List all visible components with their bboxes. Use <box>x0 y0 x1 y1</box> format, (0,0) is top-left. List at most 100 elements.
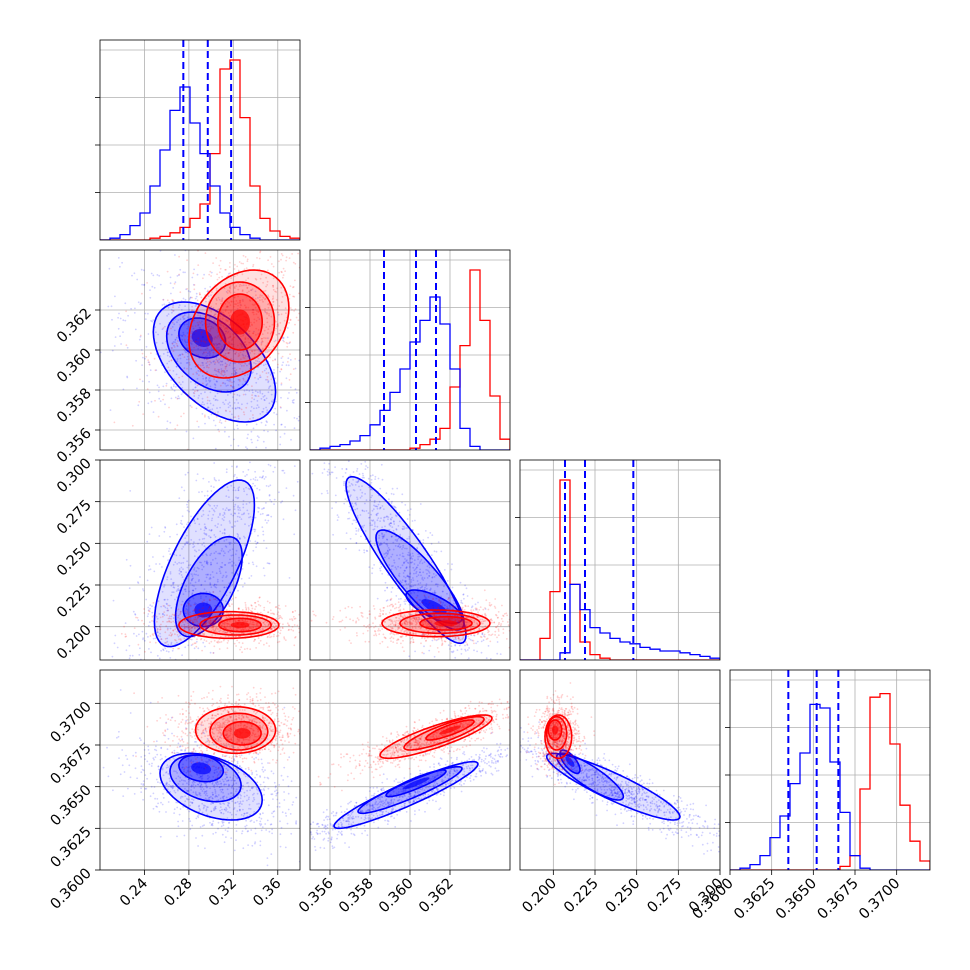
scatter-point-blue <box>257 378 260 380</box>
scatter-point-blue <box>182 568 184 571</box>
scatter-point-red <box>270 628 273 630</box>
scatter-point-blue <box>210 668 212 670</box>
scatter-point-blue <box>268 402 271 405</box>
scatter-point-red <box>228 620 231 622</box>
scatter-point-red <box>235 369 238 371</box>
scatter-point-blue <box>321 396 323 398</box>
scatter-point-red <box>319 334 321 336</box>
scatter-point-blue <box>133 312 136 314</box>
scatter-point-blue <box>411 520 414 522</box>
scatter-point-red <box>185 344 188 346</box>
scatter-point-blue <box>152 274 155 277</box>
scatter-point-blue <box>205 595 208 598</box>
scatter-point-blue <box>137 619 140 621</box>
scatter-point-blue <box>128 644 131 647</box>
scatter-point-blue <box>354 519 356 522</box>
scatter-point-blue <box>190 349 193 351</box>
scatter-point-red <box>252 621 255 623</box>
scatter-point-blue <box>405 567 408 570</box>
scatter-point-red <box>208 329 211 332</box>
scatter-point-blue <box>460 648 463 651</box>
scatter-point-blue <box>244 428 246 430</box>
scatter-point-red <box>242 254 245 257</box>
scatter-point-blue <box>168 617 171 620</box>
scatter-point-red <box>264 620 266 622</box>
scatter-point-blue <box>402 525 404 528</box>
scatter-point-blue <box>390 518 392 521</box>
scatter-point-red <box>203 611 206 613</box>
scatter-point-blue <box>195 292 198 295</box>
scatter-point-blue <box>293 399 295 401</box>
scatter-point-blue <box>381 535 384 538</box>
scatter-point-red <box>238 378 241 381</box>
scatter-point-blue <box>214 586 217 588</box>
scatter-point-red <box>198 321 201 323</box>
scatter-point-red <box>276 613 279 615</box>
scatter-point-blue <box>253 407 255 410</box>
scatter-point-blue <box>471 639 474 642</box>
scatter-point-blue <box>213 584 215 587</box>
scatter-point-red <box>286 361 289 363</box>
scatter-point-red <box>301 286 303 288</box>
scatter-point-blue <box>181 523 183 525</box>
scatter-point-blue <box>237 427 239 430</box>
scatter-point-red <box>188 364 191 366</box>
scatter-point-red <box>193 288 196 291</box>
scatter-point-red <box>227 360 230 362</box>
scatter-point-blue <box>261 526 264 529</box>
scatter-point-red <box>307 245 309 247</box>
scatter-point-blue <box>370 513 372 516</box>
scatter-point-red <box>212 619 215 622</box>
scatter-point-blue <box>264 311 267 314</box>
scatter-point-blue <box>166 578 169 581</box>
scatter-point-blue <box>379 506 382 509</box>
scatter-point-blue <box>357 528 360 530</box>
scatter-point-red <box>226 620 229 623</box>
scatter-point-blue <box>367 447 369 449</box>
scatter-point-blue <box>238 394 241 397</box>
scatter-point-red <box>215 289 218 292</box>
scatter-point-red <box>270 628 273 630</box>
scatter-point-blue <box>196 372 198 375</box>
scatter-point-blue <box>164 743 166 745</box>
scatter-point-red <box>201 632 204 635</box>
scatter-point-blue <box>230 339 233 341</box>
scatter-point-red <box>187 618 190 621</box>
scatter-point-red <box>141 352 144 355</box>
scatter-point-red <box>224 365 227 368</box>
scatter-point-blue <box>311 472 314 475</box>
scatter-point-blue <box>429 532 432 534</box>
scatter-point-red <box>298 312 300 315</box>
scatter-point-blue <box>186 503 188 506</box>
scatter-point-blue <box>195 407 198 410</box>
scatter-point-blue <box>161 613 164 616</box>
scatter-point-blue <box>212 591 215 593</box>
scatter-point-blue <box>417 590 419 593</box>
scatter-point-blue <box>369 524 372 527</box>
scatter-point-red <box>156 620 158 623</box>
scatter-point-blue <box>496 680 498 682</box>
scatter-point-blue <box>296 417 298 420</box>
scatter-point-blue <box>246 447 249 450</box>
scatter-point-blue <box>390 522 392 524</box>
scatter-point-blue <box>227 384 229 387</box>
scatter-point-blue <box>496 652 499 655</box>
scatter-point-blue <box>460 653 463 655</box>
scatter-point-red <box>250 610 252 612</box>
scatter-point-blue <box>464 644 466 647</box>
scatter-point-blue <box>210 490 213 492</box>
scatter-point-red <box>265 285 267 288</box>
scatter-point-red <box>377 628 380 630</box>
scatter-point-blue <box>178 306 180 309</box>
scatter-point-red <box>239 283 242 286</box>
scatter-point-blue <box>210 586 213 589</box>
scatter-point-blue <box>348 517 351 520</box>
scatter-point-blue <box>209 385 212 388</box>
scatter-point-blue <box>454 644 457 647</box>
scatter-point-blue <box>213 343 216 346</box>
scatter-point-blue <box>196 389 199 392</box>
scatter-point-red <box>234 596 237 599</box>
scatter-point-red <box>215 310 218 313</box>
scatter-point-red <box>237 607 240 610</box>
scatter-point-red <box>193 346 196 349</box>
